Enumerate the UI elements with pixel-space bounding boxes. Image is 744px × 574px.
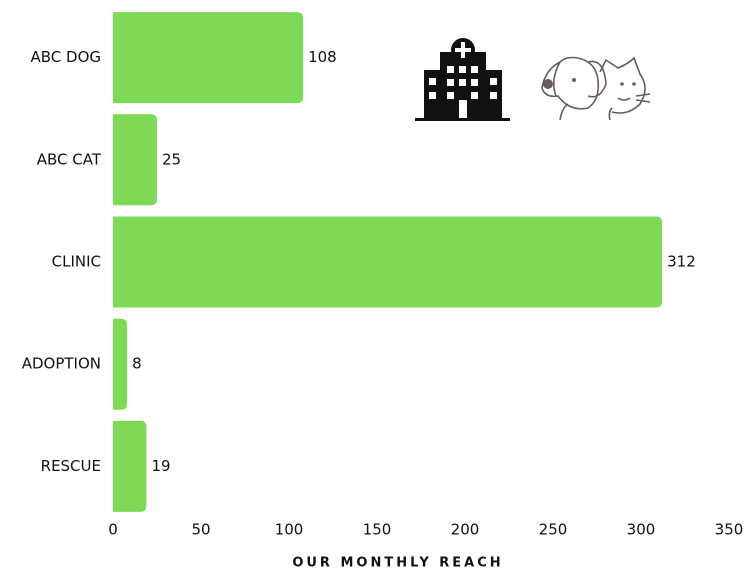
y-tick-label: ABC CAT bbox=[37, 150, 102, 168]
value-label: 108 bbox=[308, 48, 337, 66]
pet-eye bbox=[572, 78, 576, 82]
value-label: 25 bbox=[162, 150, 181, 168]
pet-eye bbox=[632, 82, 636, 86]
hospital-icon bbox=[415, 38, 510, 121]
x-tick-label: 200 bbox=[451, 521, 480, 539]
y-tick-label: RESCUE bbox=[41, 457, 101, 475]
bar bbox=[113, 318, 128, 410]
value-label: 8 bbox=[132, 355, 142, 373]
x-tick-label: 0 bbox=[108, 521, 118, 539]
bar bbox=[113, 420, 147, 512]
x-tick-label: 300 bbox=[627, 521, 656, 539]
bar bbox=[113, 12, 304, 104]
bar bbox=[113, 114, 157, 206]
y-tick-label: CLINIC bbox=[52, 253, 101, 271]
x-axis-title: OUR MONTHLY REACH bbox=[292, 556, 503, 571]
x-tick-label: 100 bbox=[275, 521, 304, 539]
value-label: 19 bbox=[151, 457, 170, 475]
x-tick-label: 150 bbox=[363, 521, 392, 539]
y-tick-label: ADOPTION bbox=[22, 355, 101, 373]
pet-nose bbox=[543, 79, 553, 89]
x-tick-label: 50 bbox=[191, 521, 210, 539]
value-label: 312 bbox=[667, 253, 696, 271]
y-tick-label: ABC DOG bbox=[30, 48, 101, 66]
bar bbox=[113, 216, 663, 308]
pet-eye bbox=[620, 82, 624, 86]
pets-icon bbox=[541, 56, 651, 121]
x-tick-label: 350 bbox=[715, 521, 744, 539]
x-tick-label: 250 bbox=[539, 521, 568, 539]
